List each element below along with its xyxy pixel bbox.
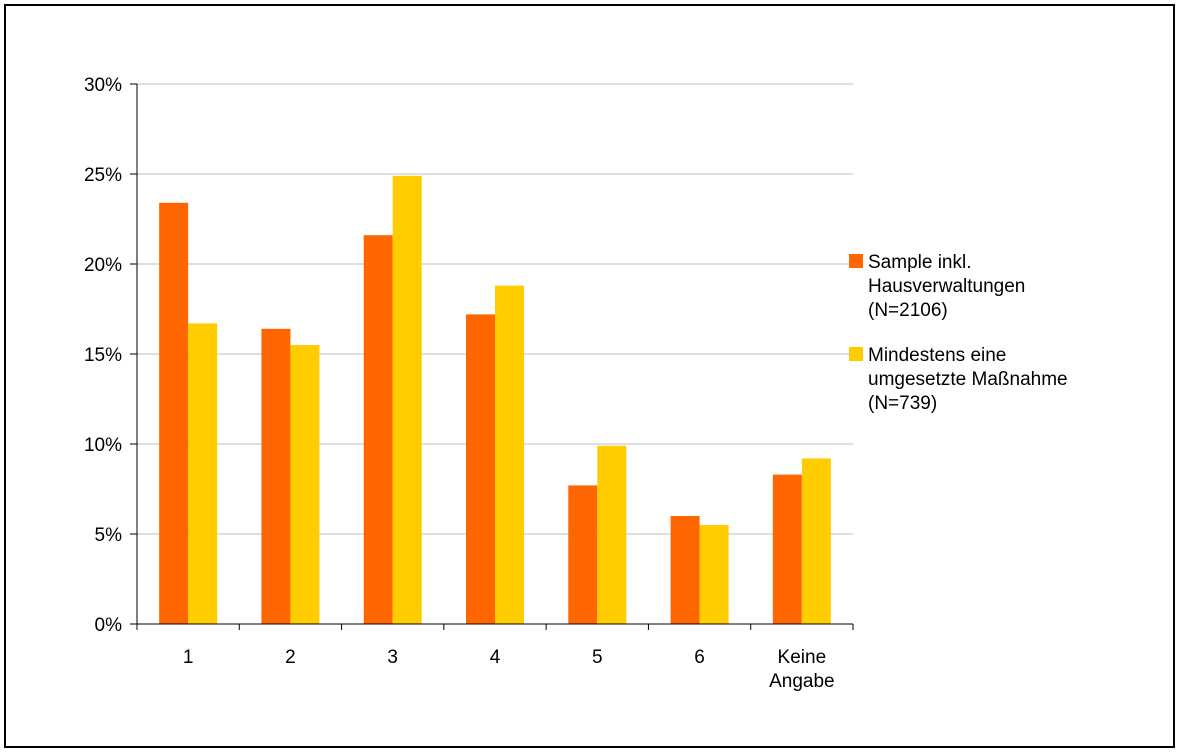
y-tick-label: 25% xyxy=(84,165,122,186)
bar-series-2 xyxy=(801,458,831,624)
legend-label: (N=2106) xyxy=(868,300,948,321)
y-tick-labels: 0% 5% 10% 15% 20% 25% 30% xyxy=(84,75,122,636)
y-tick-label: 20% xyxy=(84,255,122,276)
bar-series-2 xyxy=(392,175,422,625)
y-tick-label: 15% xyxy=(84,345,122,366)
bar-series-1 xyxy=(772,474,802,624)
bar-series-1 xyxy=(363,235,393,624)
legend-label: (N=739) xyxy=(868,393,937,414)
bar-series-2 xyxy=(188,323,218,624)
y-tick-label: 0% xyxy=(95,615,123,636)
bar-series-2 xyxy=(290,345,320,624)
bar-series-2 xyxy=(495,285,524,624)
bar-series-2 xyxy=(699,525,729,624)
x-tick-label: 5 xyxy=(592,647,603,668)
x-tick-label: 2 xyxy=(285,647,296,668)
legend: Sample inkl. Hausverwaltungen (N=2106) Mind… xyxy=(849,252,1068,414)
legend-swatch-series-2 xyxy=(849,347,863,361)
bar-series-1 xyxy=(466,314,495,624)
legend-label: Hausverwaltungen xyxy=(868,276,1025,297)
bar-series-2 xyxy=(597,445,627,624)
y-tick-label: 10% xyxy=(84,435,122,456)
gridlines xyxy=(137,83,853,535)
x-tick-label: 3 xyxy=(387,647,398,668)
axes xyxy=(130,83,854,630)
y-tick-label: 30% xyxy=(84,75,122,96)
legend-label: Sample inkl. xyxy=(868,252,972,273)
legend-swatch-series-1 xyxy=(849,254,863,268)
x-tick-labels: 1 2 3 4 5 6 Keine Angabe xyxy=(183,647,835,692)
bar-series-1 xyxy=(670,516,700,624)
bar-series-1 xyxy=(159,202,189,625)
y-tick-label: 5% xyxy=(95,525,123,546)
bar-series-1 xyxy=(261,328,291,624)
bar-series-1 xyxy=(568,485,598,624)
bars xyxy=(159,175,831,625)
legend-label: umgesetzte Maßnahme xyxy=(868,369,1068,390)
x-tick-label: 1 xyxy=(183,647,194,668)
x-tick-label: 6 xyxy=(694,647,705,668)
x-tick-label: Angabe xyxy=(769,671,835,692)
legend-label: Mindestens eine xyxy=(868,345,1006,366)
x-tick-label: Keine xyxy=(778,647,827,668)
x-tick-label: 4 xyxy=(490,647,501,668)
